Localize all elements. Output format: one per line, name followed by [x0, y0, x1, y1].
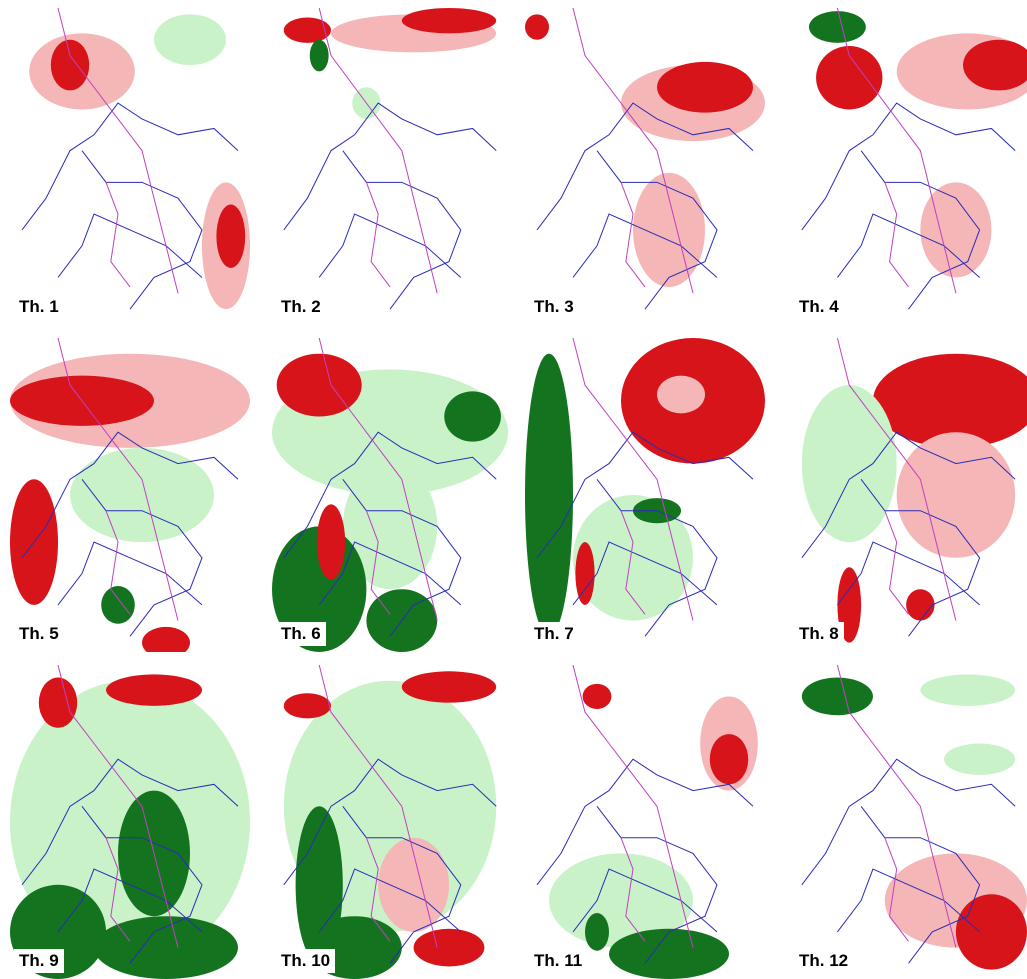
panel-label: Th. 7 [529, 622, 579, 646]
anomaly-area [802, 678, 873, 716]
anomaly-area [106, 674, 202, 705]
map-panel: Th. 6 [272, 338, 508, 652]
anomaly-area [101, 586, 135, 624]
panel-label: Th. 2 [276, 295, 326, 319]
anomaly-area [657, 62, 753, 113]
border-line [284, 103, 496, 230]
map-panel: Th. 12 [790, 665, 1027, 979]
map-panel: Th. 7 [525, 338, 765, 652]
map [525, 8, 765, 325]
border-line [366, 182, 390, 287]
map [10, 8, 250, 325]
panel-label: Th. 8 [794, 622, 844, 646]
anomaly-area [39, 678, 77, 728]
border-line [319, 214, 461, 277]
anomaly-area [70, 448, 214, 542]
map [525, 665, 765, 979]
anomaly-area [525, 14, 549, 39]
map-panel: Th. 9 [10, 665, 250, 979]
anomaly-area [94, 916, 238, 979]
anomaly-area [402, 671, 496, 702]
anomaly-area [284, 693, 331, 718]
anomaly-area [809, 11, 866, 43]
border-line [343, 151, 461, 310]
panel-label: Th. 3 [529, 295, 579, 319]
map-panel: Th. 11 [525, 665, 765, 979]
anomaly-area [585, 913, 609, 951]
map-panel: Th. 5 [10, 338, 250, 652]
panel-label: Th. 10 [276, 949, 335, 973]
anomaly-area [317, 504, 345, 579]
anomaly-area [402, 8, 496, 33]
map [272, 338, 508, 652]
anomaly-area [920, 182, 991, 277]
anomaly-area [277, 354, 362, 417]
border-line [82, 151, 202, 310]
page: Th. 1 Th. 2 Th. 3 Th. 4 Th. 5 Th. 6 Th. 7 Th. 8… [0, 0, 1027, 979]
anomaly-area [583, 684, 612, 709]
anomaly-area [575, 542, 594, 605]
border-line [58, 214, 202, 277]
anomaly-area [525, 354, 573, 637]
panel-label: Th. 1 [14, 295, 64, 319]
map-panel: Th. 3 [525, 8, 765, 325]
map [790, 338, 1027, 652]
anomaly-area [142, 627, 190, 652]
panel-label: Th. 9 [14, 949, 64, 973]
border-line [106, 182, 130, 287]
anomaly-area [944, 744, 1015, 775]
panel-label: Th. 6 [276, 622, 326, 646]
border-line [885, 182, 909, 287]
map [272, 8, 508, 325]
map [790, 665, 1027, 979]
anomaly-area [284, 18, 331, 43]
anomaly-area [802, 385, 897, 542]
anomaly-area [310, 40, 329, 72]
border-line [22, 103, 238, 230]
map [272, 665, 508, 979]
map [10, 665, 250, 979]
panel-label: Th. 12 [794, 949, 853, 973]
anomaly-area [920, 674, 1015, 705]
anomaly-area [216, 205, 245, 268]
anomaly-area [956, 894, 1027, 969]
map-panel: Th. 10 [272, 665, 508, 979]
anomaly-area [154, 14, 226, 65]
map-panel: Th. 8 [790, 338, 1027, 652]
map-panel: Th. 4 [790, 8, 1027, 325]
map-panel: Th. 2 [272, 8, 508, 325]
anomaly-area [657, 376, 705, 414]
map [10, 338, 250, 652]
panel-label: Th. 11 [529, 949, 587, 973]
map [525, 338, 765, 652]
map-panel: Th. 1 [10, 8, 250, 325]
panel-label: Th. 4 [794, 295, 844, 319]
panel-label: Th. 5 [14, 622, 64, 646]
anomaly-area [444, 391, 501, 441]
anomaly-area [906, 589, 934, 620]
map [790, 8, 1027, 325]
anomaly-area [609, 929, 729, 979]
anomaly-area [710, 734, 748, 784]
anomaly-area [414, 929, 485, 967]
anomaly-area [51, 40, 89, 91]
anomaly-area [897, 432, 1016, 558]
